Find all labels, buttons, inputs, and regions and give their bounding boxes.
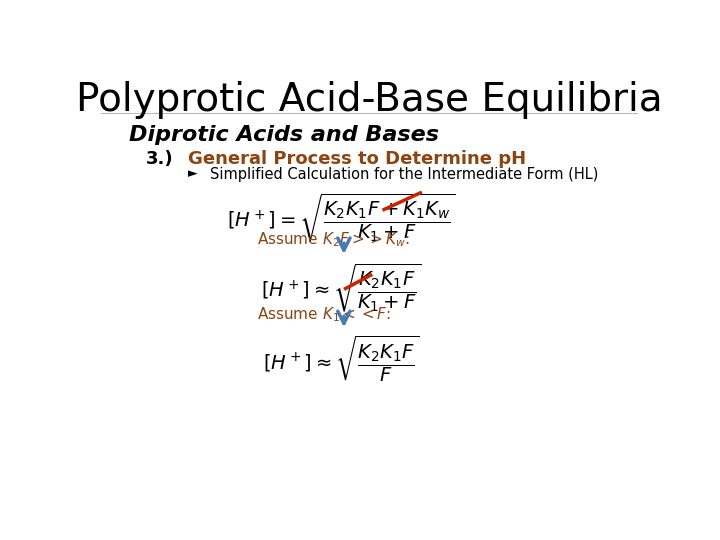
Text: Simplified Calculation for the Intermediate Form (HL): Simplified Calculation for the Intermedi… [210,167,598,181]
Text: $[H^+] = \sqrt{\dfrac{K_2K_1F + K_1K_w}{K_1 + F}}$: $[H^+] = \sqrt{\dfrac{K_2K_1F + K_1K_w}{… [227,192,456,244]
Text: 3.): 3.) [145,150,174,168]
Text: Assume $K_2F >> K_w$:: Assume $K_2F >> K_w$: [258,230,413,249]
Text: Assume $K_1 << F$:: Assume $K_1 << F$: [258,305,393,324]
Text: $[H^+] \approx \sqrt{\dfrac{K_2K_1F}{F}}$: $[H^+] \approx \sqrt{\dfrac{K_2K_1F}{F}}… [263,334,420,385]
Text: Diprotic Acids and Bases: Diprotic Acids and Bases [129,125,439,145]
Text: General Process to Determine pH: General Process to Determine pH [188,150,526,168]
Text: $[H^+] \approx \sqrt{\dfrac{K_2K_1F}{K_1 + F}}$: $[H^+] \approx \sqrt{\dfrac{K_2K_1F}{K_1… [261,261,421,314]
Text: Polyprotic Acid-Base Equilibria: Polyprotic Acid-Base Equilibria [76,82,662,119]
Text: ►: ► [188,167,197,180]
